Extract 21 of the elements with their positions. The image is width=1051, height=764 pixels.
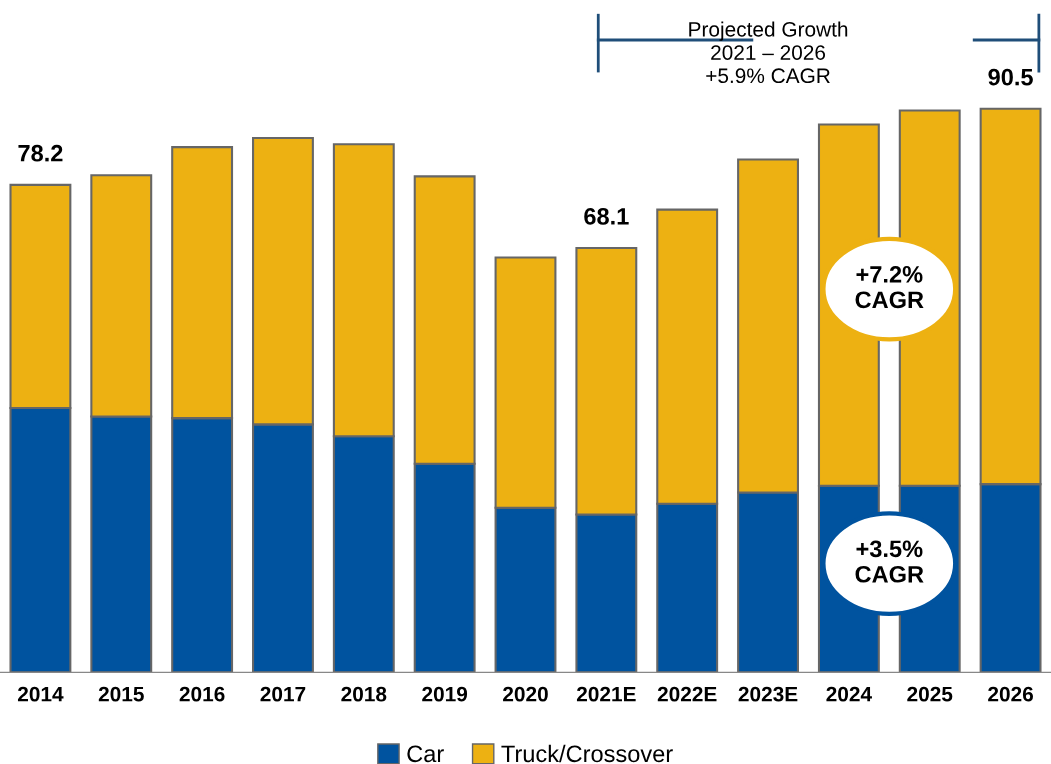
- annotation: 78.2: [18, 144, 63, 162]
- x-tick-label: 2014: [17, 686, 64, 702]
- x-tick-label: 2020: [503, 686, 548, 702]
- x-tick-label: 2026: [988, 686, 1033, 702]
- legend-label: Car: [407, 745, 444, 763]
- x-tick-label: 2019: [422, 686, 468, 702]
- legend-label: Truck/Crossover: [501, 744, 673, 763]
- annotation: 90.5: [988, 68, 1033, 86]
- x-tick-label: 2018: [341, 686, 387, 702]
- x-tick-label: 2025: [907, 686, 953, 702]
- x-tick-label: 2015: [98, 686, 144, 702]
- annotation: +7.2% CAGR: [855, 266, 924, 309]
- text: Projected Growth 2021 – 2026 +5.9% CAGR: [689, 21, 848, 84]
- x-tick-label: 2023E: [738, 686, 798, 702]
- x-tick-label: 2022E: [657, 686, 717, 702]
- x-tick-label: 2017: [260, 686, 306, 702]
- annotation: +3.5% CAGR: [855, 540, 924, 583]
- annotation: 68.1: [584, 207, 629, 225]
- x-tick-label: 2021E: [576, 686, 636, 702]
- x-tick-label: 2024: [826, 686, 872, 702]
- x-tick-label: 2016: [179, 686, 225, 702]
